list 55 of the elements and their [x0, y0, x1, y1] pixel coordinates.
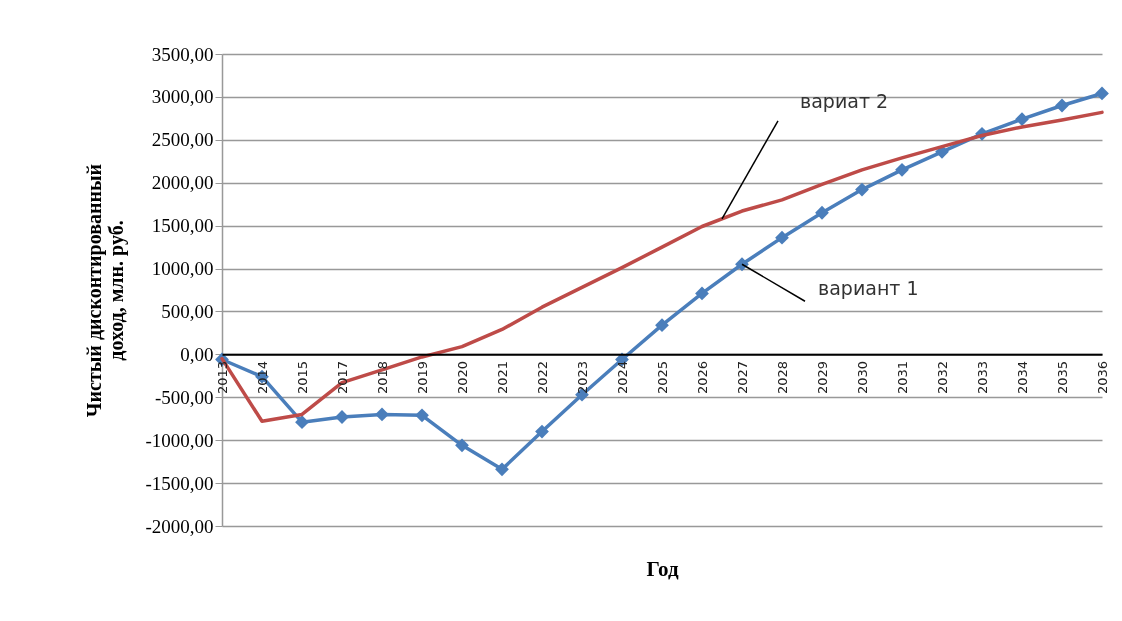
y-tick-label: -1500,00 [145, 472, 214, 494]
y-tick-label: -500,00 [154, 386, 214, 408]
point [1055, 98, 1069, 113]
y-axis-title: Чистый дисконтированный доход, млн. руб. [83, 163, 129, 418]
point [655, 318, 669, 333]
y-tick-label: -1000,00 [145, 429, 214, 451]
x-tick-label: 2014 [254, 360, 270, 394]
x-tick-label: 2019 [414, 360, 430, 394]
point [895, 162, 909, 177]
x-tick-label: 2035 [1054, 360, 1070, 394]
point [415, 408, 429, 423]
y-tick-label: -2000,00 [145, 515, 214, 537]
x-tick-label: 2032 [934, 360, 950, 394]
x-tick-label: 2036 [1094, 360, 1110, 394]
x-axis-title: Год [646, 556, 679, 581]
x-tick-label: 2028 [774, 360, 790, 394]
point [535, 424, 549, 439]
x-tick-label: 2024 [614, 360, 630, 394]
point [295, 415, 309, 430]
point [775, 230, 789, 245]
y-tick-label: 2000,00 [151, 172, 214, 194]
x-tick-label: 2022 [534, 360, 550, 394]
y-tick-label: 3500,00 [151, 43, 214, 65]
text: вариат 2 [800, 89, 889, 112]
point [375, 407, 389, 422]
x-tick-label: 2013 [214, 360, 230, 394]
x-tick-label: 2034 [1014, 360, 1030, 394]
point [855, 182, 869, 197]
y-tick-label: 0,00 [180, 343, 214, 365]
point [735, 257, 749, 272]
x-tick-label: 2015 [294, 360, 310, 394]
y-tick-label: 2500,00 [151, 129, 214, 151]
x-tick-label: 2023 [574, 360, 590, 394]
point [695, 286, 709, 301]
y-tick-label: 1000,00 [151, 258, 214, 280]
y-tick-label: 1500,00 [151, 215, 214, 237]
point [1095, 86, 1109, 101]
x-tick-label: 2031 [894, 360, 910, 394]
x-tick-label: 2029 [814, 360, 830, 394]
x-tick-label: 2018 [374, 360, 390, 394]
point [1015, 112, 1029, 127]
x-tick-label: 2027 [734, 360, 750, 394]
y-tick-label: 500,00 [161, 300, 214, 322]
x-tick-label: 2020 [454, 360, 470, 394]
x-tick-label: 2021 [494, 360, 510, 394]
point [815, 205, 829, 220]
text: вариант 1 [818, 277, 919, 300]
x-tick-label: 2026 [694, 360, 710, 394]
x-tick-label: 2030 [854, 360, 870, 394]
point [495, 462, 509, 477]
point [455, 438, 469, 453]
x-tick-label: 2017 [334, 360, 350, 394]
y-tick-label: 3000,00 [151, 86, 214, 108]
x-tick-label: 2033 [974, 360, 990, 394]
x-tick-label: 2025 [654, 360, 670, 394]
